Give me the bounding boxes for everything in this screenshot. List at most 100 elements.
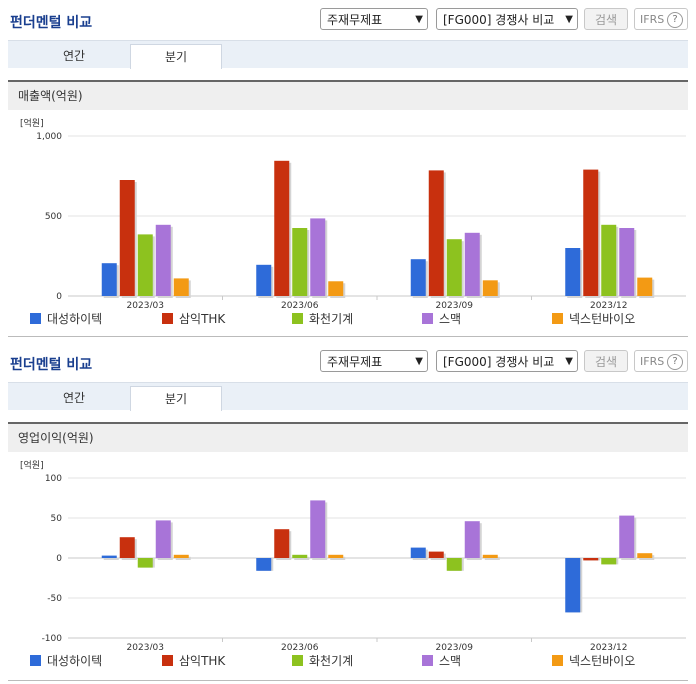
bar — [464, 232, 480, 296]
legend-label: 넥스턴바이오 — [569, 654, 636, 668]
divider — [8, 680, 688, 681]
chart-legend: 대성하이텍 삼익THK 화천기계 스맥 넥스턴바이오 — [30, 310, 690, 328]
legend-swatch — [422, 313, 433, 324]
bar-shadow — [484, 556, 500, 560]
y-tick-label: 0 — [56, 554, 62, 564]
legend-item[interactable]: 화천기계 — [292, 310, 353, 328]
bar — [583, 169, 599, 296]
bar — [464, 521, 480, 558]
panel-header: 펀더멘털 비교 주재무제표 ▼ [FG000] 경쟁사 비교 ▼ 검색 IFRS… — [0, 0, 696, 40]
comparison-group-select[interactable]: [FG000] 경쟁사 비교 ▼ — [436, 350, 578, 372]
section-title-operating-profit: 영업이익(억원) — [8, 422, 688, 452]
bar — [173, 554, 189, 558]
x-tick-label: 2023/03 — [127, 301, 164, 308]
y-tick-label: 0 — [56, 292, 62, 302]
bar — [637, 277, 653, 296]
chevron-down-icon: ▼ — [415, 356, 423, 367]
tab-annual[interactable]: 연간 — [62, 391, 86, 405]
legend-item[interactable]: 넥스턴바이오 — [552, 652, 635, 670]
bar — [155, 224, 171, 296]
legend-item[interactable]: 삼익THK — [162, 652, 225, 670]
legend-item[interactable]: 화천기계 — [292, 652, 353, 670]
legend-item[interactable]: 대성하이텍 — [30, 310, 102, 328]
comparison-group-select[interactable]: [FG000] 경쟁사 비교 ▼ — [436, 8, 578, 30]
bar — [601, 558, 617, 565]
legend-swatch — [292, 655, 303, 666]
x-tick-label: 2023/12 — [590, 643, 627, 650]
legend-item[interactable]: 대성하이텍 — [30, 652, 102, 670]
bar — [101, 555, 117, 558]
bar — [410, 259, 426, 296]
x-tick-label: 2023/09 — [436, 643, 474, 650]
legend-swatch — [30, 313, 41, 324]
comparison-group-value: [FG000] 경쟁사 비교 — [443, 13, 555, 27]
bar — [328, 281, 344, 296]
statement-type-select[interactable]: 주재무제표 ▼ — [320, 350, 428, 372]
bar — [137, 234, 153, 296]
bar — [565, 248, 581, 296]
legend-label: 화천기계 — [309, 312, 354, 326]
search-button[interactable]: 검색 — [584, 350, 628, 372]
bar — [601, 224, 617, 296]
y-tick-label: 50 — [51, 514, 63, 524]
legend-label: 화천기계 — [309, 654, 354, 668]
bar — [310, 500, 326, 558]
legend-swatch — [292, 313, 303, 324]
x-tick-label: 2023/03 — [127, 643, 164, 650]
ifrs-label: IFRS — [640, 355, 665, 368]
comparison-group-value: [FG000] 경쟁사 비교 — [443, 355, 555, 369]
legend-swatch — [552, 655, 563, 666]
bar — [256, 558, 272, 571]
chevron-down-icon: ▼ — [565, 356, 573, 367]
bar — [292, 228, 308, 296]
tab-quarterly[interactable]: 분기 — [130, 386, 222, 411]
legend-label: 스맥 — [439, 654, 462, 668]
chevron-down-icon: ▼ — [565, 14, 573, 25]
section-title-revenue: 매출액(억원) — [8, 80, 688, 110]
chevron-down-icon: ▼ — [415, 14, 423, 25]
panel-title: 펀더멘털 비교 — [10, 15, 93, 31]
bar — [637, 553, 653, 558]
period-tabs: 연간 분기 — [8, 382, 688, 411]
y-tick-label: 1,000 — [36, 132, 62, 142]
legend-item[interactable]: 넥스턴바이오 — [552, 310, 635, 328]
statement-type-select[interactable]: 주재무제표 ▼ — [320, 8, 428, 30]
tab-annual[interactable]: 연간 — [62, 49, 86, 63]
y-tick-label: 100 — [45, 474, 62, 484]
bar — [310, 218, 326, 296]
chart-legend: 대성하이텍 삼익THK 화천기계 스맥 넥스턴바이오 — [30, 652, 690, 670]
unit-label: [억원] — [20, 459, 44, 471]
y-tick-label: -50 — [47, 594, 62, 604]
statement-type-value: 주재무제표 — [327, 13, 383, 27]
legend-item[interactable]: 스맥 — [422, 652, 461, 670]
ifrs-help-button[interactable]: IFRS ? — [634, 8, 688, 30]
legend-swatch — [162, 655, 173, 666]
bar — [119, 537, 135, 558]
legend-label: 삼익THK — [179, 312, 226, 326]
ifrs-help-button[interactable]: IFRS ? — [634, 350, 688, 372]
tab-quarterly[interactable]: 분기 — [130, 44, 222, 69]
question-icon: ? — [667, 354, 683, 370]
y-tick-label: 500 — [45, 212, 62, 222]
legend-item[interactable]: 삼익THK — [162, 310, 225, 328]
legend-swatch — [422, 655, 433, 666]
bar — [482, 554, 498, 558]
bar — [274, 529, 290, 558]
question-icon: ? — [667, 12, 683, 28]
legend-label: 스맥 — [439, 312, 462, 326]
statement-type-value: 주재무제표 — [327, 355, 383, 369]
legend-swatch — [30, 655, 41, 666]
bar — [292, 554, 308, 558]
bar — [256, 264, 272, 296]
search-button[interactable]: 검색 — [584, 8, 628, 30]
legend-label: 넥스턴바이오 — [569, 312, 636, 326]
bar — [119, 180, 135, 296]
legend-item[interactable]: 스맥 — [422, 310, 461, 328]
bar — [446, 239, 462, 296]
fundamental-compare-panel-operating-profit: 펀더멘털 비교 주재무제표 ▼ [FG000] 경쟁사 비교 ▼ 검색 IFRS… — [0, 342, 696, 684]
bar — [428, 170, 444, 296]
revenue-bar-chart: [억원] 0 500 1,000 2023/03 2023/06 2023/09 2023/1… — [20, 117, 686, 308]
bar — [428, 551, 444, 558]
x-tick-label: 2023/09 — [436, 301, 474, 308]
bar — [482, 280, 498, 296]
